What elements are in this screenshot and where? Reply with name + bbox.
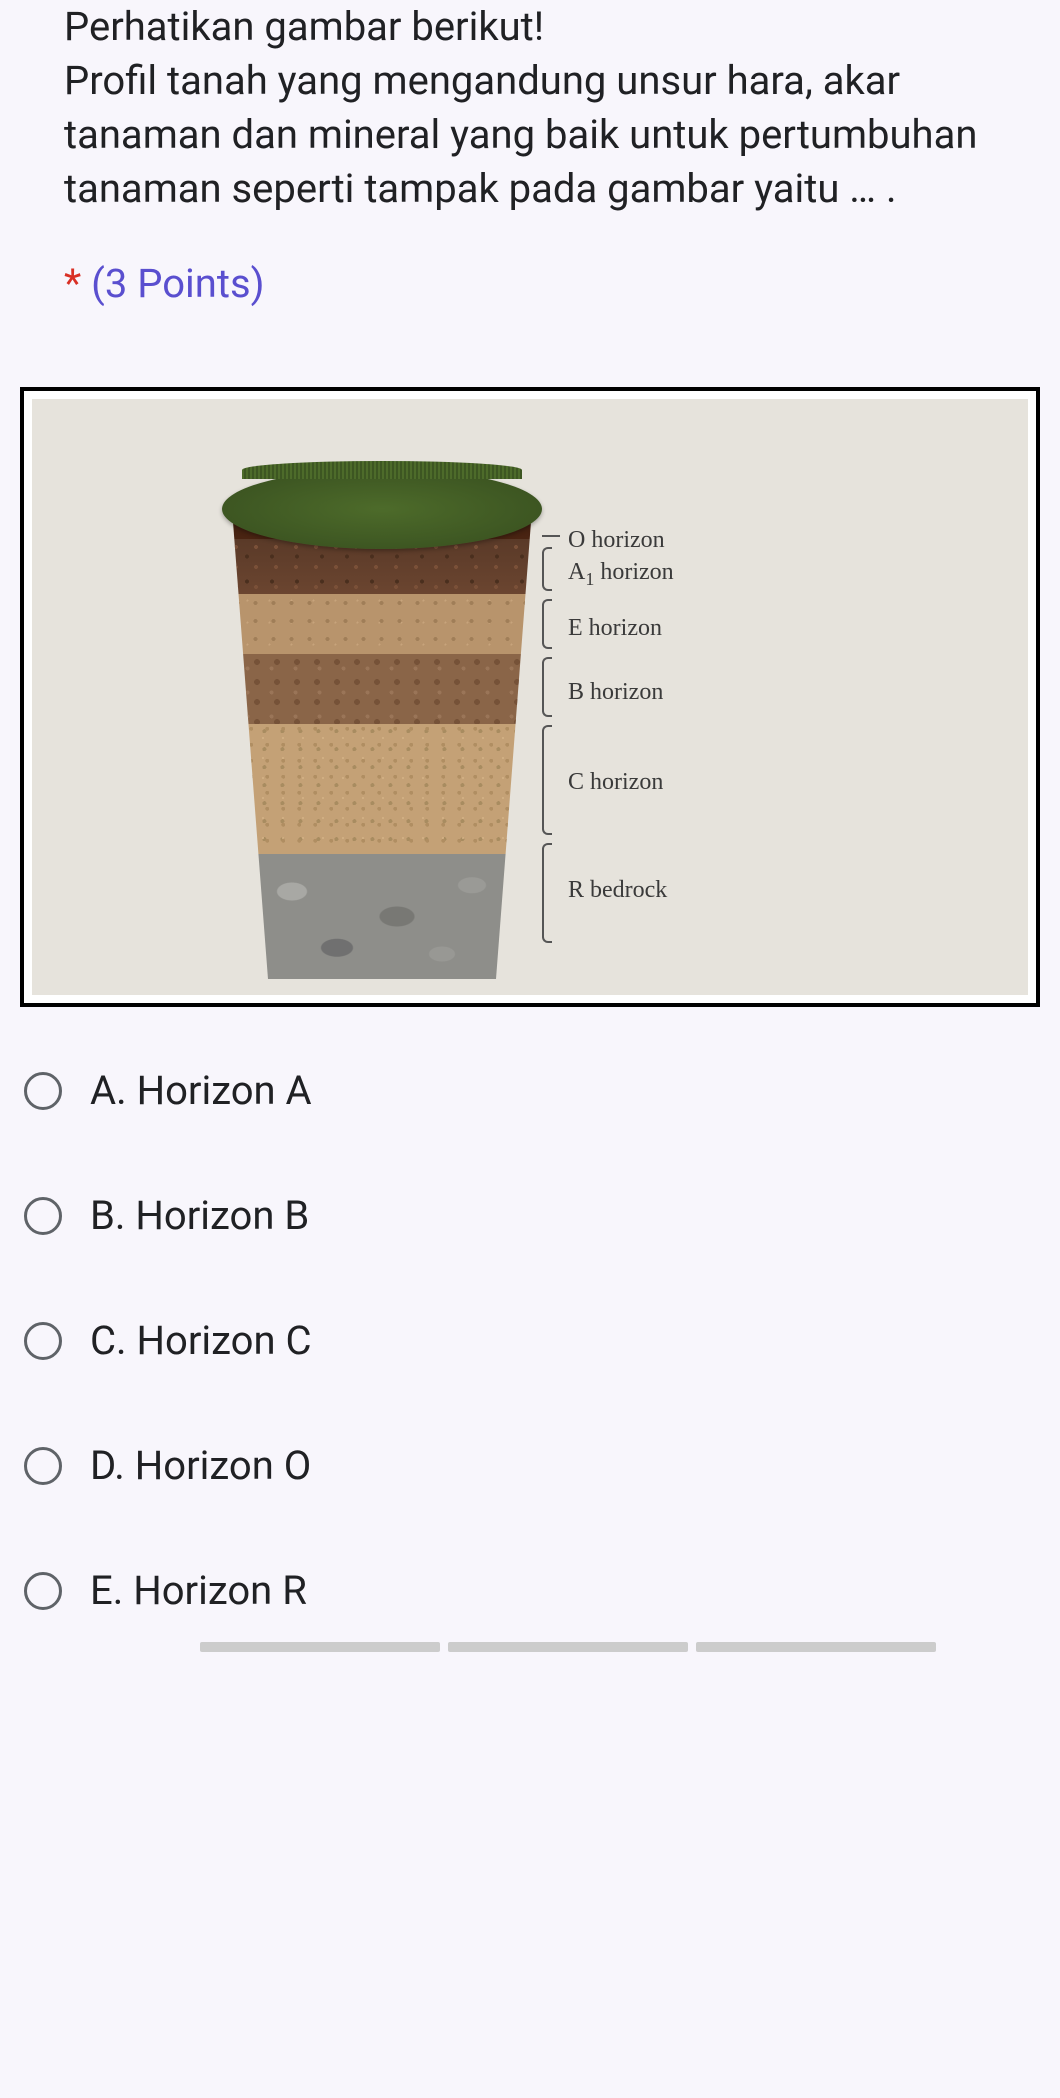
footer-bar bbox=[200, 1642, 440, 1652]
tick-o bbox=[542, 535, 560, 537]
diagram-bg: O horizon A1 horizon E horizon B horizon… bbox=[32, 399, 1028, 995]
radio-icon bbox=[24, 1072, 62, 1110]
radio-icon bbox=[24, 1197, 62, 1235]
label-b: B horizon bbox=[568, 679, 663, 706]
option-label: B. Horizon B bbox=[90, 1192, 309, 1239]
radio-icon bbox=[24, 1447, 62, 1485]
option-e[interactable]: E. Horizon R bbox=[24, 1567, 1036, 1614]
label-a: A1 horizon bbox=[568, 559, 674, 590]
option-label: E. Horizon R bbox=[90, 1567, 307, 1614]
radio-icon bbox=[24, 1322, 62, 1360]
label-e: E horizon bbox=[568, 615, 662, 642]
grass-top bbox=[222, 469, 542, 549]
soil-layers bbox=[232, 509, 532, 979]
diagram-labels: O horizon A1 horizon E horizon B horizon… bbox=[542, 469, 742, 979]
layer-b bbox=[232, 654, 532, 724]
option-a[interactable]: A. Horizon A bbox=[24, 1067, 1036, 1114]
brace-c bbox=[542, 725, 552, 835]
question-text: Perhatikan gambar berikut! Profil tanah … bbox=[64, 0, 996, 216]
layer-c bbox=[232, 724, 532, 854]
brace-r bbox=[542, 843, 552, 943]
layer-e bbox=[232, 594, 532, 654]
option-d[interactable]: D. Horizon O bbox=[24, 1442, 1036, 1489]
footer-bars bbox=[0, 1642, 1060, 1652]
label-o: O horizon bbox=[568, 527, 665, 554]
question-body: Profil tanah yang mengandung unsur hara,… bbox=[64, 57, 977, 212]
points-label: (3 Points) bbox=[91, 260, 264, 307]
question-card: Perhatikan gambar berikut! Profil tanah … bbox=[0, 0, 1060, 347]
label-c: C horizon bbox=[568, 769, 663, 796]
points-row: * (3 Points) bbox=[64, 260, 996, 307]
option-b[interactable]: B. Horizon B bbox=[24, 1192, 1036, 1239]
brace-b bbox=[542, 657, 552, 717]
option-label: A. Horizon A bbox=[90, 1067, 312, 1114]
footer-bar bbox=[696, 1642, 936, 1652]
required-asterisk: * bbox=[64, 260, 81, 307]
footer-bar bbox=[448, 1642, 688, 1652]
option-c[interactable]: C. Horizon C bbox=[24, 1317, 1036, 1364]
layer-r bbox=[232, 854, 532, 979]
diagram-card: O horizon A1 horizon E horizon B horizon… bbox=[20, 387, 1040, 1007]
question-line1: Perhatikan gambar berikut! bbox=[64, 3, 544, 50]
options-group: A. Horizon A B. Horizon B C. Horizon C D… bbox=[0, 1007, 1060, 1614]
brace-e bbox=[542, 599, 552, 649]
radio-icon bbox=[24, 1572, 62, 1610]
option-label: C. Horizon C bbox=[90, 1317, 312, 1364]
brace-a bbox=[542, 547, 552, 591]
label-r: R bedrock bbox=[568, 877, 667, 904]
soil-column bbox=[232, 469, 532, 979]
option-label: D. Horizon O bbox=[90, 1442, 311, 1489]
